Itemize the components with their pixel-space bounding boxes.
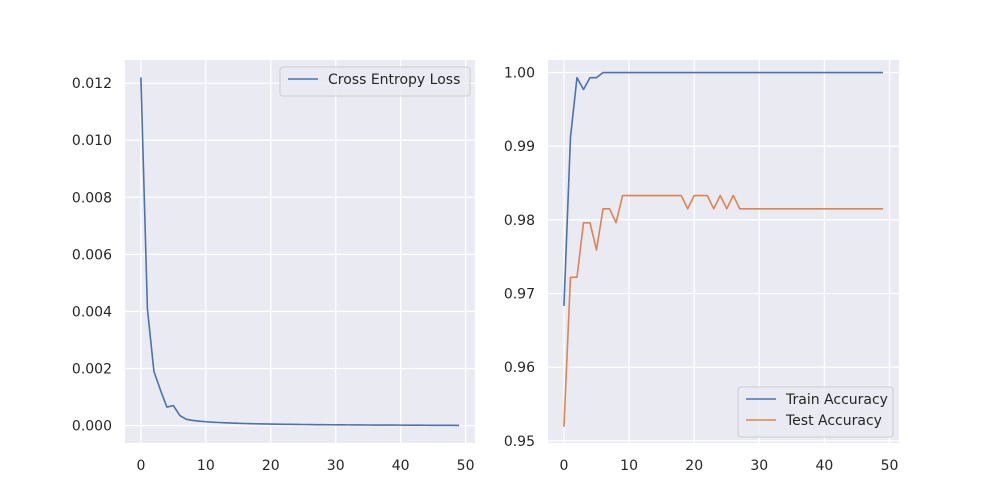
x-tick-label: 0: [559, 458, 568, 474]
legend-box: [737, 386, 894, 438]
x-tick-label: 10: [620, 458, 638, 474]
x-tick-label: 30: [327, 458, 345, 474]
accuracy-chart: 0 10 20 30 40 50 0.95 0.96 0.97 0.98 0.99 1.00 Train…: [504, 60, 899, 474]
y-tick-label: 0.004: [72, 304, 112, 320]
y-tick-label: 0.002: [72, 362, 112, 378]
legend-label: Cross Entropy Loss: [328, 72, 460, 88]
y-tick-label: 0.006: [72, 247, 112, 263]
x-tick-label: 30: [750, 458, 768, 474]
y-tick-label: 0.99: [504, 139, 535, 155]
legend-box: [279, 66, 471, 97]
x-tick-label: 20: [262, 458, 280, 474]
y-tick-label: 0.98: [504, 213, 535, 229]
x-tick-label: 0: [136, 458, 145, 474]
y-tick-label: 1.00: [504, 66, 535, 82]
legend-label: Test Accuracy: [785, 413, 882, 429]
y-tick-label: 0.008: [72, 190, 112, 206]
x-tick-label: 50: [457, 458, 475, 474]
y-tick-label: 0.96: [504, 360, 535, 376]
y-tick-label: 0.97: [504, 286, 535, 302]
x-tick-label: 40: [392, 458, 410, 474]
series-line: [140, 77, 460, 427]
x-tick-label: 40: [816, 458, 834, 474]
legend-label: Train Accuracy: [785, 392, 888, 408]
plot-background: [548, 60, 899, 443]
y-tick-label: 0.000: [72, 419, 112, 435]
y-tick-label: 0.012: [72, 76, 112, 92]
y-tick-label: 0.010: [72, 133, 112, 149]
x-tick-label: 10: [197, 458, 215, 474]
series-line: [563, 194, 884, 427]
loss-chart: 0 10 20 30 40 50 0.000 0.002 0.004 0.006 0.008 0.01…: [72, 60, 475, 474]
x-tick-label: 50: [881, 458, 899, 474]
series-line: [563, 71, 884, 307]
y-tick-label: 0.95: [504, 434, 535, 450]
x-tick-label: 20: [685, 458, 703, 474]
plot-background: [125, 60, 475, 443]
